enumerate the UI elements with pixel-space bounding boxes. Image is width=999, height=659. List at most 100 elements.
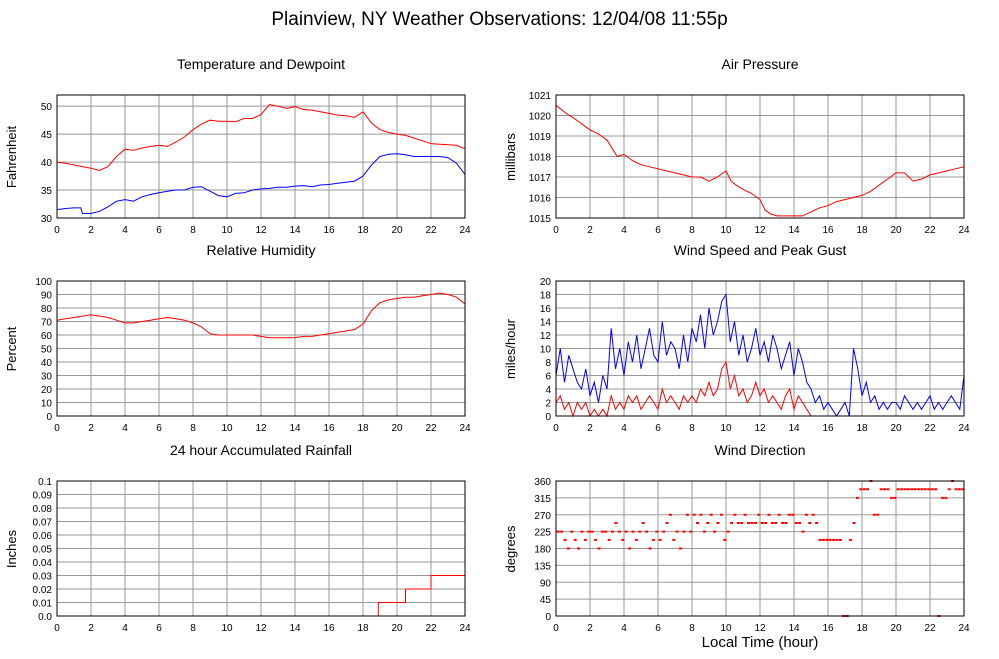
x-tick-label: 4 bbox=[122, 623, 128, 634]
data-point bbox=[849, 538, 853, 541]
y-tick-label: 0.04 bbox=[33, 558, 53, 569]
x-tick-label: 4 bbox=[621, 423, 627, 434]
y-tick-label: 45 bbox=[41, 130, 53, 141]
x-tick-label: 0 bbox=[54, 423, 60, 434]
data-point bbox=[930, 488, 934, 491]
x-tick-label: 2 bbox=[587, 423, 593, 434]
data-point bbox=[730, 522, 734, 524]
y-tick-label: 0.07 bbox=[33, 518, 53, 529]
y-axis-label: Percent bbox=[4, 326, 19, 371]
data-point bbox=[743, 513, 747, 516]
plot-frame bbox=[555, 94, 965, 219]
x-tick-label: 8 bbox=[689, 423, 695, 434]
x-tick-label: 18 bbox=[856, 225, 868, 236]
x-tick-label: 16 bbox=[323, 225, 335, 236]
data-point bbox=[709, 513, 713, 516]
x-tick-label: 18 bbox=[357, 225, 369, 236]
data-point bbox=[757, 513, 761, 516]
series-line-0 bbox=[56, 103, 466, 172]
data-point bbox=[828, 538, 832, 541]
y-tick-label: 0.01 bbox=[33, 599, 53, 610]
series-line-0 bbox=[555, 292, 965, 417]
y-tick-label: 0 bbox=[545, 612, 551, 623]
x-tick-label: 6 bbox=[156, 423, 162, 434]
data-point bbox=[801, 530, 805, 533]
y-tick-label: 70 bbox=[41, 318, 53, 329]
data-point bbox=[675, 530, 679, 533]
data-point bbox=[736, 522, 740, 524]
y-tick-label: 0.08 bbox=[33, 504, 53, 515]
x-tick-label: 16 bbox=[323, 423, 335, 434]
series-line-0 bbox=[555, 104, 965, 217]
data-point bbox=[645, 530, 649, 533]
y-tick-label: 0 bbox=[545, 412, 551, 423]
y-tick-label: 0.03 bbox=[33, 572, 53, 583]
y-tick-label: 8 bbox=[545, 358, 551, 369]
data-point bbox=[692, 513, 696, 516]
data-point bbox=[923, 488, 927, 491]
data-point bbox=[764, 522, 768, 524]
x-tick-label: 8 bbox=[190, 423, 196, 434]
y-tick-label: 2 bbox=[545, 399, 551, 410]
data-point bbox=[648, 547, 652, 550]
plot-area: 0 2 4 6 8 10 12 14 16 18 20 22 240102030405060708090… bbox=[35, 277, 471, 434]
data-point bbox=[954, 488, 958, 491]
x-tick-label: 0 bbox=[54, 225, 60, 236]
data-point bbox=[583, 538, 587, 541]
data-point bbox=[668, 513, 672, 516]
chart-title: Wind Direction bbox=[714, 442, 806, 458]
x-tick-label: 14 bbox=[788, 623, 800, 634]
y-axis-label: Fahrenheit bbox=[4, 125, 19, 188]
x-tick-label: 16 bbox=[822, 623, 834, 634]
data-point bbox=[685, 513, 689, 516]
y-tick-label: 60 bbox=[41, 331, 53, 342]
y-tick-label: 1020 bbox=[529, 112, 552, 123]
data-point bbox=[886, 488, 890, 491]
data-point bbox=[825, 538, 829, 541]
x-tick-label: 18 bbox=[357, 423, 369, 434]
data-point bbox=[587, 530, 591, 533]
x-tick-label: 22 bbox=[924, 623, 936, 634]
x-tick-label: 22 bbox=[924, 225, 936, 236]
data-point bbox=[784, 522, 788, 524]
y-tick-label: 50 bbox=[41, 102, 53, 113]
data-point bbox=[927, 488, 931, 491]
data-point bbox=[787, 513, 791, 516]
x-tick-label: 16 bbox=[822, 423, 834, 434]
y-tick-label: 360 bbox=[534, 477, 551, 488]
y-tick-label: 30 bbox=[41, 372, 53, 383]
plot-area: 0 2 4 6 8 10 12 14 16 18 20 22 240459013518022527031… bbox=[534, 477, 970, 634]
data-point bbox=[590, 530, 594, 533]
y-tick-label: 0.02 bbox=[33, 585, 53, 596]
data-point bbox=[815, 522, 819, 524]
y-tick-label: 12 bbox=[540, 331, 552, 342]
data-point bbox=[597, 547, 601, 550]
y-tick-label: 135 bbox=[534, 561, 551, 572]
data-point bbox=[566, 547, 570, 550]
data-point bbox=[917, 488, 921, 491]
data-point bbox=[818, 538, 822, 541]
data-point bbox=[944, 496, 948, 499]
data-point bbox=[798, 522, 802, 524]
plot-frame bbox=[56, 280, 466, 417]
x-tick-label: 20 bbox=[890, 225, 902, 236]
y-axis-label: Inches bbox=[4, 529, 19, 568]
rainfall-chart: 24 hour Accumulated Rainfall Inches 0 2 4 6 8 1… bbox=[4, 442, 471, 634]
x-tick-label: 0 bbox=[553, 423, 559, 434]
data-point bbox=[726, 530, 730, 533]
y-tick-label: 6 bbox=[545, 372, 551, 383]
data-point bbox=[910, 488, 914, 491]
plot-frame bbox=[56, 94, 466, 219]
data-point bbox=[957, 488, 961, 491]
y-axis-label: degrees bbox=[503, 525, 518, 572]
x-tick-label: 8 bbox=[689, 225, 695, 236]
temperature-dewpoint-chart: Temperature and Dewpoint Fahrenheit 0 2 4 6 8 1… bbox=[4, 56, 471, 236]
x-tick-label: 8 bbox=[190, 225, 196, 236]
chart-title: Temperature and Dewpoint bbox=[176, 56, 346, 72]
data-point bbox=[628, 547, 632, 550]
x-tick-label: 14 bbox=[788, 225, 800, 236]
series-line-0 bbox=[57, 575, 465, 617]
y-tick-label: 90 bbox=[540, 578, 552, 589]
data-point bbox=[706, 522, 710, 524]
